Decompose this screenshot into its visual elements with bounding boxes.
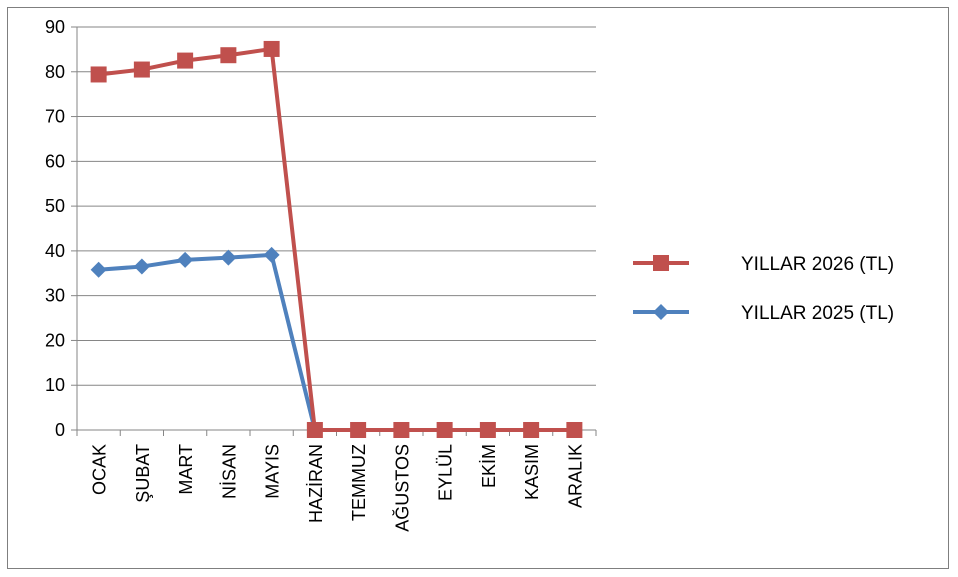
x-tick-label: ŞUBAT xyxy=(133,444,153,503)
y-tick-label: 70 xyxy=(45,107,65,127)
data-point xyxy=(177,251,194,268)
y-tick-label: 10 xyxy=(45,375,65,395)
data-point xyxy=(566,422,583,438)
y-tick-label: 40 xyxy=(45,241,65,261)
data-point xyxy=(306,422,323,438)
legend: YILLAR 2026 (TL) YILLAR 2025 (TL) xyxy=(633,254,894,324)
y-tick-label: 90 xyxy=(45,17,65,37)
y-tick-label: 50 xyxy=(45,196,65,216)
x-tick-label: EKİM xyxy=(479,444,499,488)
data-point xyxy=(220,249,237,266)
series-line xyxy=(98,252,575,432)
y-tick-label: 0 xyxy=(55,420,65,440)
y-tick-label: 30 xyxy=(45,286,65,306)
y-tick-labels: 0 10 20 30 40 50 60 70 80 90 xyxy=(45,17,65,440)
x-tick-label: EYLÜL xyxy=(436,444,456,501)
series-line xyxy=(98,46,575,432)
data-point xyxy=(436,422,453,438)
series-square xyxy=(90,40,583,438)
x-tick-label: OCAK xyxy=(90,444,110,495)
legend-label: YILLAR 2026 (TL) xyxy=(741,254,894,275)
data-point xyxy=(220,47,237,64)
data-point xyxy=(523,422,540,438)
x-tick-label: ARALIK xyxy=(565,444,585,508)
chart-frame xyxy=(7,7,949,569)
data-point xyxy=(479,422,496,438)
legend-item: YILLAR 2025 (TL) xyxy=(633,303,894,324)
data-point xyxy=(90,261,107,278)
data-point xyxy=(393,422,410,438)
x-tick-label: AĞUSTOS xyxy=(391,444,412,532)
data-point xyxy=(350,422,367,438)
legend-marker xyxy=(653,255,669,271)
x-tick-label: KASIM xyxy=(522,444,542,500)
legend-marker xyxy=(653,304,669,320)
series-diamond xyxy=(90,246,583,438)
data-point xyxy=(263,40,280,57)
data-point xyxy=(90,66,107,83)
y-tick-label: 20 xyxy=(45,330,65,350)
y-tick-label: 60 xyxy=(45,151,65,171)
legend-label: YILLAR 2025 (TL) xyxy=(741,303,894,324)
x-tick-label: MAYIS xyxy=(263,444,283,499)
axes xyxy=(76,27,596,431)
x-tick-labels: OCAK ŞUBAT MART NİSAN MAYIS HAZİRAN TEMMUZ AĞUS… xyxy=(90,444,586,532)
data-point xyxy=(177,52,194,69)
x-tick-label: TEMMUZ xyxy=(349,444,369,521)
x-tick-label: HAZİRAN xyxy=(306,444,326,523)
y-tick-label: 80 xyxy=(45,62,65,82)
legend-item: YILLAR 2026 (TL) xyxy=(633,254,894,275)
gridlines xyxy=(71,26,597,436)
data-point xyxy=(133,61,150,78)
data-point xyxy=(263,246,280,263)
data-point xyxy=(133,258,150,275)
series-layer xyxy=(90,40,583,438)
x-tick-label: MART xyxy=(176,444,196,495)
x-tick-label: NİSAN xyxy=(219,444,239,499)
